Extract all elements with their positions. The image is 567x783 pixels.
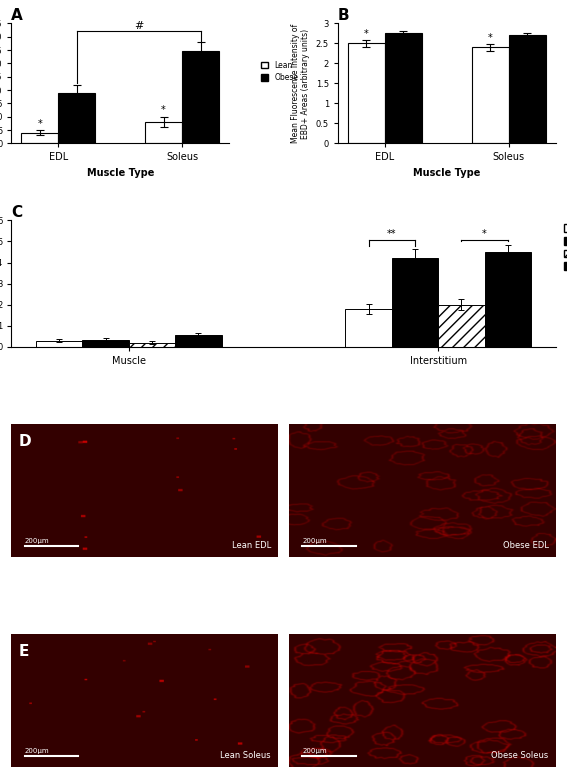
Bar <box>82 340 129 347</box>
Bar <box>472 48 509 143</box>
Bar <box>145 122 182 143</box>
Text: *: * <box>488 33 493 43</box>
X-axis label: Muscle Type: Muscle Type <box>413 168 480 178</box>
Text: *: * <box>482 229 487 240</box>
Bar <box>485 252 531 347</box>
Bar <box>438 305 485 347</box>
Bar <box>392 258 438 347</box>
Bar <box>129 343 175 347</box>
Bar <box>345 309 392 347</box>
Legend: Lean, Obese: Lean, Obese <box>257 57 302 85</box>
Bar <box>21 133 58 143</box>
Bar <box>36 341 82 347</box>
Text: 200μm: 200μm <box>25 538 49 544</box>
Legend: Lean EDL, Obese EDL, Lean SOL, Obsese SOL: Lean EDL, Obese EDL, Lean SOL, Obsese SO… <box>561 220 567 274</box>
Text: **: ** <box>387 229 396 240</box>
Text: C: C <box>11 205 23 220</box>
Bar <box>182 52 219 143</box>
Text: Obese EDL: Obese EDL <box>503 540 548 550</box>
Text: A: A <box>11 9 23 23</box>
Text: #: # <box>134 20 143 31</box>
Text: *: * <box>364 29 369 39</box>
X-axis label: Muscle Type: Muscle Type <box>87 168 154 178</box>
Bar <box>385 34 422 143</box>
Text: E: E <box>19 644 29 659</box>
Bar <box>348 44 385 143</box>
Text: 200μm: 200μm <box>302 748 327 754</box>
Text: 200μm: 200μm <box>302 538 327 544</box>
Text: Lean EDL: Lean EDL <box>232 540 271 550</box>
Text: D: D <box>19 434 31 449</box>
Text: B: B <box>338 9 350 23</box>
Text: *: * <box>161 106 166 115</box>
Text: 200μm: 200μm <box>25 748 49 754</box>
Text: Obese Soleus: Obese Soleus <box>491 751 548 760</box>
Bar <box>58 92 95 143</box>
Y-axis label: Mean Fluorescence Intensity of
EBD+ Areas (arbitrary units): Mean Fluorescence Intensity of EBD+ Area… <box>291 23 310 143</box>
Bar <box>175 335 222 347</box>
Bar <box>509 35 546 143</box>
Text: Lean Soleus: Lean Soleus <box>221 751 271 760</box>
Text: *: * <box>37 119 42 128</box>
